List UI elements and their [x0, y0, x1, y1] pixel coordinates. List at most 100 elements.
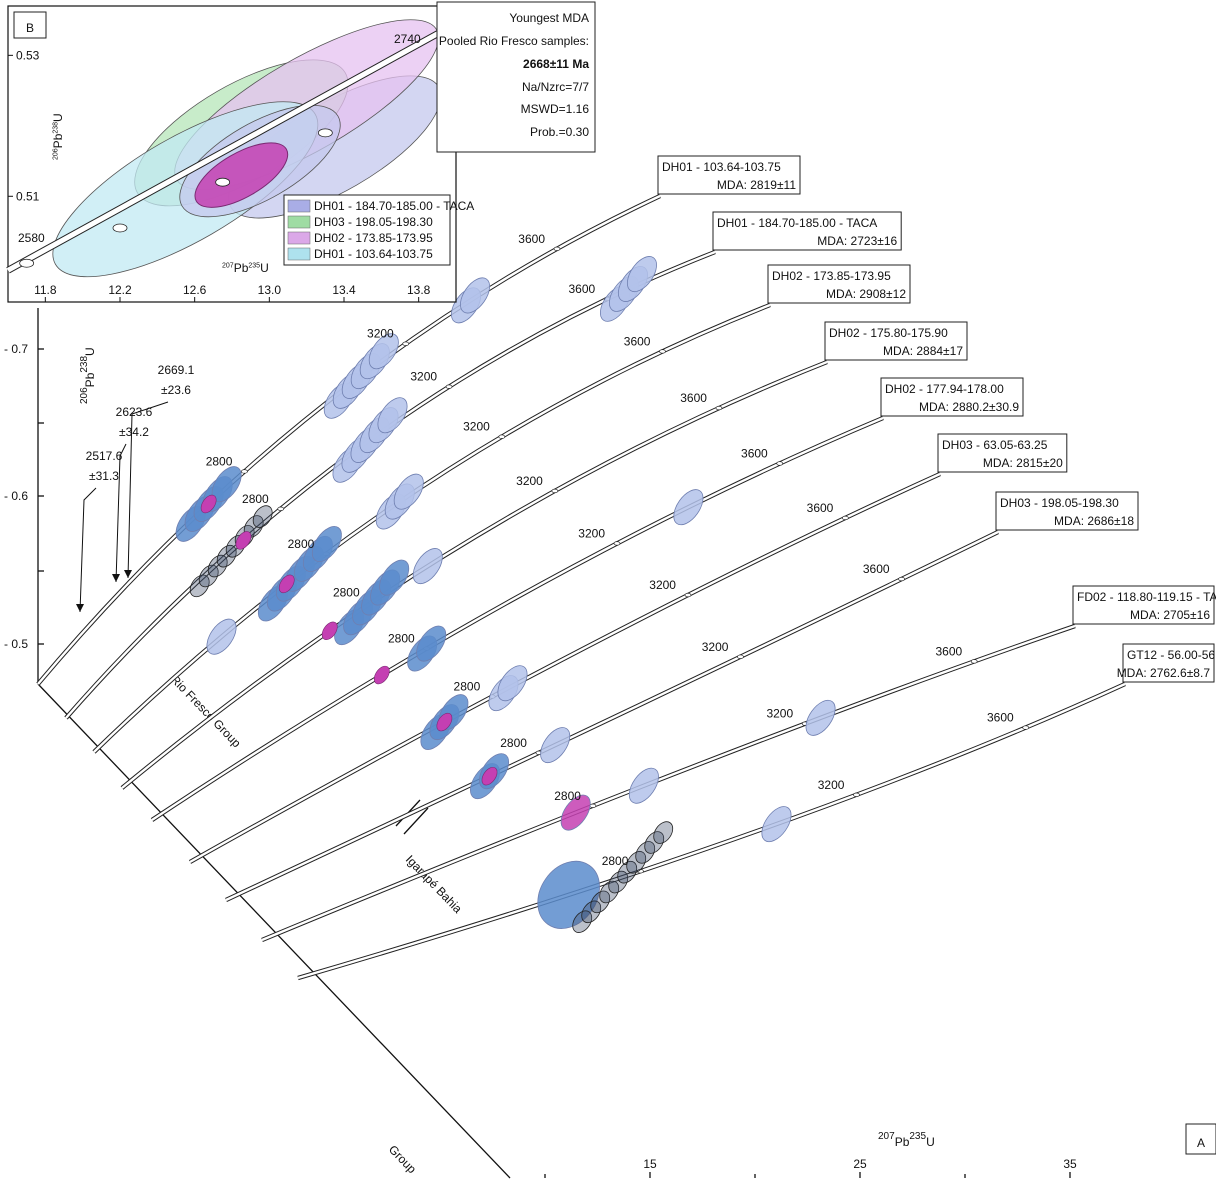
sample-label-box: [937, 433, 1068, 473]
inset-x-axis-title: 207Pb235U: [222, 261, 269, 275]
callout-arrow: [127, 401, 169, 579]
data-ellipse: [617, 860, 638, 884]
callout-age: 2669.1: [158, 363, 195, 377]
age-marker: [853, 792, 860, 797]
youngest-ellipse: [278, 574, 295, 594]
youngest-ellipse: [481, 766, 498, 786]
sample-mda: MDA: 2686±18: [1054, 514, 1134, 528]
sample-mda: MDA: 2705±16: [1130, 608, 1210, 622]
age-marker: [715, 405, 723, 411]
age-label: 3200: [766, 707, 793, 721]
youngest-ellipse: [321, 621, 338, 640]
age-marker: [402, 341, 410, 346]
group-label-rio-fresco: Rio Fresco Group: [168, 672, 244, 750]
sample-label-box: [880, 377, 1024, 417]
youngest-ellipse: [200, 494, 217, 514]
data-ellipse: [761, 806, 792, 843]
age-label: 3200: [818, 778, 845, 792]
age-label: 2800: [602, 854, 629, 868]
legend-entry: DH02 - 173.85-173.95: [314, 231, 433, 245]
age-label: 3600: [936, 644, 963, 658]
summary-mswd: MSWD=1.16: [521, 102, 590, 116]
callout-error: ±34.2: [119, 425, 149, 439]
sample-label-box: [767, 264, 911, 304]
age-label: 3600: [807, 501, 834, 515]
x-axis-title: 207Pb235U: [878, 1131, 935, 1149]
callout-arrowhead: [76, 604, 84, 612]
data-ellipse: [581, 900, 602, 924]
age-label: 3600: [568, 282, 595, 296]
data-ellipse: [599, 880, 620, 904]
sample-label-box: [995, 491, 1139, 531]
age-label: 3200: [410, 370, 437, 384]
age-label: 2800: [554, 789, 581, 803]
inset-y-tick-label: 0.53: [16, 48, 40, 62]
concordia-curve: [297, 681, 1126, 981]
summary-age: 2668±11 Ma: [523, 57, 589, 71]
youngest-ellipse: [436, 712, 453, 732]
data-ellipse: [252, 505, 273, 528]
y-tick-label: - 0.7: [4, 342, 28, 356]
callout-age: 2623.6: [116, 405, 153, 419]
summary-prob: Prob.=0.30: [530, 125, 589, 139]
sample-label-box: [657, 155, 801, 195]
data-ellipse: [540, 727, 571, 764]
age-label: 3200: [649, 578, 676, 592]
data-ellipse: [207, 554, 228, 578]
sample-name: DH02 - 173.85-173.95: [772, 269, 891, 283]
data-ellipse: [644, 831, 665, 854]
sample-name: FD02 - 118.80-119.15 - TACA: [1077, 590, 1216, 604]
summary-title: Youngest MDA: [509, 11, 589, 25]
concordia-curve-inner: [121, 360, 828, 789]
data-ellipse: [628, 767, 659, 804]
y-tick-label: - 0.5: [4, 637, 28, 651]
data-ellipse: [635, 841, 656, 864]
age-marker: [898, 576, 905, 582]
summary-subtitle: Pooled Rio Fresco samples:: [439, 34, 589, 48]
summary-box: Youngest MDA Pooled Rio Fresco samples: 26…: [436, 1, 596, 153]
age-marker: [776, 461, 784, 466]
age-marker: [277, 506, 285, 511]
data-ellipse: [653, 821, 674, 844]
age-label: 2800: [500, 736, 527, 750]
age-label: 2800: [333, 585, 360, 599]
age-marker: [659, 349, 666, 354]
inset-age-label: 2580: [18, 231, 45, 245]
sample-label-box: [1072, 585, 1215, 625]
age-label: 3600: [741, 447, 768, 461]
data-ellipse: [311, 526, 342, 562]
sample-label-box: [1122, 643, 1215, 683]
data-ellipse: [497, 665, 528, 702]
sample-name: DH03 - 198.05-198.30: [1000, 496, 1119, 510]
inset-mean-ellipse: [194, 142, 289, 208]
data-ellipse: [673, 489, 704, 526]
age-marker: [553, 246, 561, 251]
legend-swatch: [287, 199, 311, 213]
panel-b-box: [13, 11, 47, 39]
age-marker: [241, 469, 248, 474]
age-marker: [445, 384, 453, 389]
age-marker: [684, 592, 692, 598]
data-ellipse: [560, 794, 591, 831]
data-ellipse: [590, 890, 611, 914]
legend-swatch: [287, 231, 311, 245]
group-label-igarape-2: Group: [386, 1142, 419, 1176]
legend-swatch: [287, 215, 311, 229]
summary-n: Na/Nzrc=7/7: [522, 80, 589, 94]
callout-error: ±23.6: [161, 383, 191, 397]
inset-x-tick-label: 12.6: [183, 283, 207, 297]
axis-break-2: [403, 807, 429, 835]
age-label: 3600: [987, 711, 1014, 725]
age-label: 3600: [518, 232, 545, 246]
y-axis-title: 206Pb238U: [79, 347, 97, 404]
data-ellipse: [608, 870, 629, 894]
sample-name: GT12 - 56.00-56.20 - TACA: [1127, 648, 1216, 662]
fan-axis: [37, 683, 511, 1179]
sample-name: DH01 - 103.64-103.75: [662, 160, 781, 174]
age-marker: [589, 803, 597, 808]
data-ellipse: [416, 625, 447, 662]
concordia-curve-inner: [65, 250, 716, 719]
data-ellipse: [537, 860, 600, 929]
sample-mda: MDA: 2884±17: [883, 344, 963, 358]
